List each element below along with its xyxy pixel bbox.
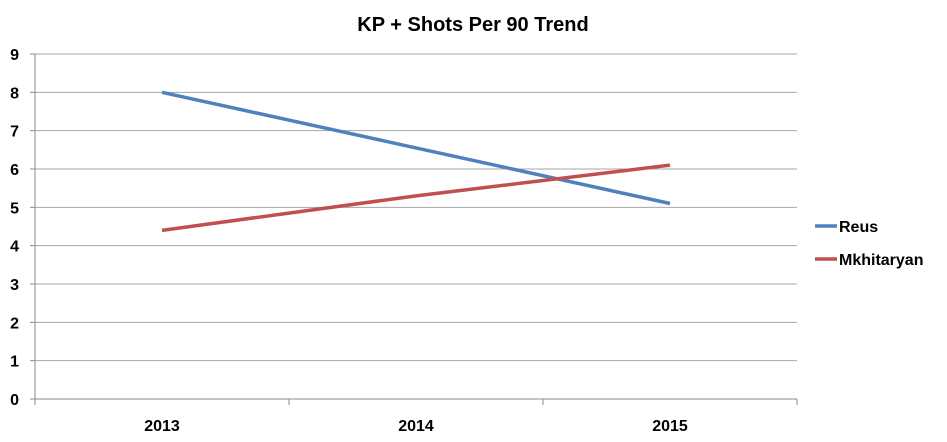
x-tick-label-2014: 2014 xyxy=(398,418,434,435)
series-lines xyxy=(161,90,671,233)
x-tick-label-2015: 2015 xyxy=(652,418,688,435)
y-tick-label-6: 6 xyxy=(10,162,19,179)
x-tick-label-2013: 2013 xyxy=(144,418,180,435)
gridlines xyxy=(35,53,797,362)
series-line-reus xyxy=(161,90,671,206)
y-tick-label-0: 0 xyxy=(10,392,19,409)
y-tick-label-4: 4 xyxy=(10,239,19,256)
y-tick-label-9: 9 xyxy=(10,47,19,64)
y-tick-label-8: 8 xyxy=(10,85,19,102)
legend-label-reus: Reus xyxy=(839,219,878,236)
y-tick-label-7: 7 xyxy=(10,124,19,141)
y-tick-label-1: 1 xyxy=(10,354,19,371)
y-tick-label-2: 2 xyxy=(10,315,19,332)
y-tick-label-5: 5 xyxy=(10,200,19,217)
legend: Reus Mkhitaryan xyxy=(815,219,923,269)
axes xyxy=(30,53,798,405)
chart-title: KP + Shots Per 90 Trend xyxy=(357,14,588,36)
series-line-mkhitaryan xyxy=(161,163,671,233)
x-tick-labels: 2013 2014 2015 xyxy=(144,418,688,435)
y-tick-labels: 0 1 2 3 4 5 6 7 8 9 xyxy=(10,47,19,409)
legend-label-mkhitaryan: Mkhitaryan xyxy=(839,252,923,269)
y-tick-label-3: 3 xyxy=(10,277,19,294)
